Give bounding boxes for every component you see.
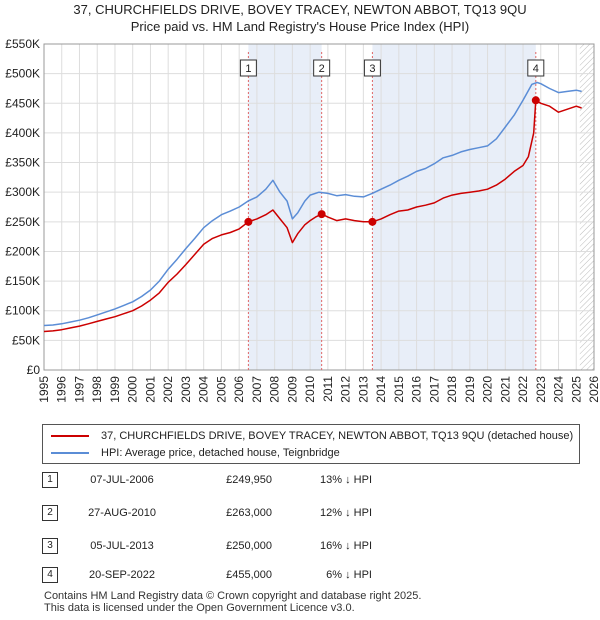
sale-marker-label: 2 — [319, 63, 325, 75]
x-tick-label: 2018 — [445, 376, 459, 403]
sale-number-badge: 2 — [42, 505, 58, 521]
y-tick-label: £300K — [5, 185, 40, 199]
sale-marker-label: 3 — [369, 63, 375, 75]
chart-subtitle: Price paid vs. HM Land Registry's House … — [130, 19, 470, 34]
sale-hpi-diff: 6% ↓ HPI — [326, 569, 372, 581]
legend-swatch-property — [51, 435, 89, 437]
x-tick-label: 2000 — [126, 376, 140, 403]
y-tick-label: £100K — [5, 304, 40, 318]
chart-title: 37, CHURCHFIELDS DRIVE, BOVEY TRACEY, NE… — [73, 2, 527, 17]
x-tick-label: 2009 — [285, 376, 299, 403]
footer-attribution: Contains HM Land Registry data © Crown c… — [44, 590, 421, 614]
x-tick-label: 1997 — [72, 376, 86, 403]
x-tick-label: 2004 — [197, 376, 211, 403]
x-tick-label: 2013 — [356, 376, 370, 403]
hpi-series-line — [43, 81, 582, 327]
x-tick-label: 2011 — [321, 376, 335, 402]
y-tick-label: £550K — [5, 37, 40, 51]
sale-marker-box — [527, 59, 545, 77]
price-chart: £0 £50K £100K £150K £200K £250K £300K £350K £400… — [5, 37, 600, 403]
property-series-line — [43, 99, 582, 333]
legend-label-property: 37, CHURCHFIELDS DRIVE, BOVEY TRACEY, NE… — [101, 430, 574, 442]
x-tick-label: 1995 — [37, 376, 51, 403]
sale-marker-label: 1 — [245, 63, 251, 75]
sale-marker-box — [363, 59, 381, 77]
x-tick-label: 2024 — [552, 376, 566, 403]
y-tick-label: £250K — [5, 215, 40, 229]
sale-number-badge: 1 — [42, 472, 58, 488]
sale-hpi-diff: 16% ↓ HPI — [320, 540, 372, 552]
sale-row: 3 05-JUL-2013 £250,000 16% ↓ HPI — [42, 538, 462, 556]
sale-point — [368, 217, 377, 226]
x-tick-label: 1999 — [108, 376, 122, 403]
x-tick-label: 1998 — [90, 376, 104, 403]
x-tick-label: 2012 — [339, 376, 353, 403]
sale-row: 4 20-SEP-2022 £455,000 6% ↓ HPI — [42, 567, 462, 585]
y-tick-label: £50K — [12, 333, 40, 347]
plot-frame — [43, 43, 595, 371]
shaded-period — [372, 44, 536, 370]
footer-line-2: This data is licensed under the Open Gov… — [44, 602, 355, 614]
sale-hpi-diff: 13% ↓ HPI — [320, 474, 372, 486]
legend-label-hpi: HPI: Average price, detached house, Teig… — [101, 447, 340, 459]
legend-item-hpi: HPI: Average price, detached house, Teig… — [51, 445, 340, 461]
sale-number-badge: 4 — [42, 567, 58, 583]
sale-date: 05-JUL-2013 — [90, 540, 154, 552]
sale-point — [317, 210, 326, 219]
x-tick-label: 2026 — [587, 376, 600, 403]
future-hatch — [579, 44, 594, 370]
sale-date: 27-AUG-2010 — [88, 507, 156, 519]
x-tick-label: 2001 — [143, 376, 157, 403]
sale-price: £455,000 — [226, 569, 272, 581]
sale-date: 07-JUL-2006 — [90, 474, 154, 486]
y-tick-label: £400K — [5, 126, 40, 140]
legend-item-property: 37, CHURCHFIELDS DRIVE, BOVEY TRACEY, NE… — [51, 428, 573, 444]
y-tick-label: £350K — [5, 156, 40, 170]
x-tick-label: 2006 — [232, 376, 246, 403]
sale-price: £249,950 — [226, 474, 272, 486]
x-tick-label: 2008 — [268, 376, 282, 403]
y-tick-label: £500K — [5, 67, 40, 81]
x-tick-label: 2005 — [214, 376, 228, 403]
y-tick-label: £0 — [27, 363, 41, 377]
x-tick-label: 2025 — [569, 376, 583, 403]
sale-row: 2 27-AUG-2010 £263,000 12% ↓ HPI — [42, 505, 462, 523]
x-tick-label: 2023 — [534, 376, 548, 403]
y-tick-label: £200K — [5, 244, 40, 258]
x-tick-label: 2015 — [392, 376, 406, 403]
footer-line-1: Contains HM Land Registry data © Crown c… — [44, 590, 422, 602]
x-tick-label: 2002 — [161, 376, 175, 403]
x-tick-label: 2016 — [410, 376, 424, 403]
sale-marker-box — [313, 59, 331, 77]
sale-marker-label: 4 — [533, 63, 539, 75]
sale-row: 1 07-JUL-2006 £249,950 13% ↓ HPI — [42, 472, 462, 490]
y-tick-label: £450K — [5, 96, 40, 110]
x-tick-label: 2010 — [303, 376, 317, 403]
sale-price: £263,000 — [226, 507, 272, 519]
x-tick-label: 2003 — [179, 376, 193, 403]
x-tick-label: 2007 — [250, 376, 264, 403]
chart-legend: 37, CHURCHFIELDS DRIVE, BOVEY TRACEY, NE… — [42, 424, 580, 464]
sale-point — [531, 96, 540, 105]
sale-hpi-diff: 12% ↓ HPI — [320, 507, 372, 519]
x-tick-label: 2017 — [427, 376, 441, 403]
x-tick-label: 2022 — [516, 376, 530, 403]
x-tick-label: 2019 — [463, 376, 477, 403]
sale-point — [244, 217, 253, 226]
sale-number-badge: 3 — [42, 538, 58, 554]
sale-price: £250,000 — [226, 540, 272, 552]
x-tick-label: 2021 — [498, 376, 512, 403]
x-tick-label: 2020 — [481, 376, 495, 403]
legend-swatch-hpi — [51, 452, 89, 454]
x-tick-label: 1996 — [55, 376, 69, 403]
sale-marker-box — [239, 59, 257, 77]
y-tick-label: £150K — [5, 274, 40, 288]
sale-date: 20-SEP-2022 — [88, 569, 156, 581]
shaded-period — [248, 44, 322, 370]
x-tick-label: 2014 — [374, 376, 388, 403]
